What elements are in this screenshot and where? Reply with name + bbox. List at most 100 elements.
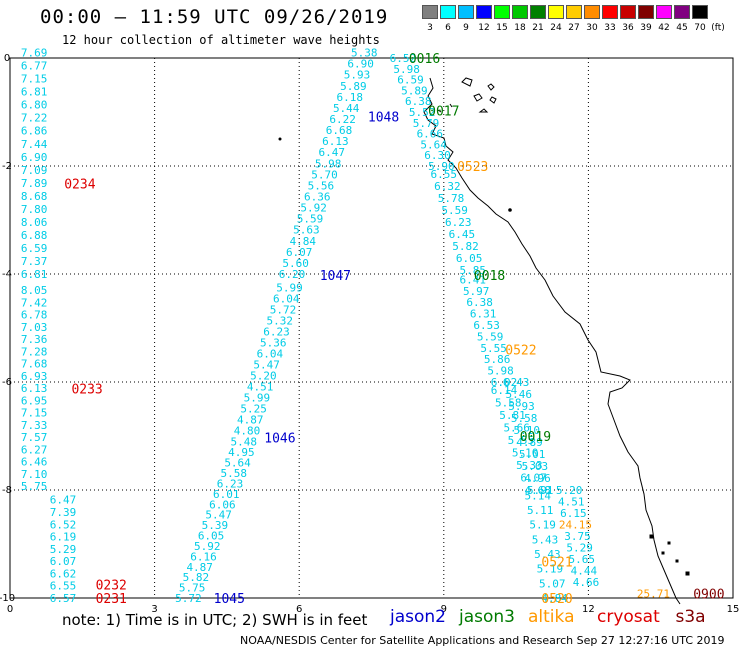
footer: NOAA/NESDIS Center for Satellite Applica…: [240, 634, 725, 647]
color-swatch: [566, 5, 582, 19]
wave-height-value: 6.38: [466, 296, 493, 309]
wave-height-value: 6.55: [431, 168, 458, 181]
grid: [9, 57, 734, 599]
wave-height-value: 5.66: [503, 422, 530, 435]
color-swatch: [674, 5, 690, 19]
color-scale-label: 18: [514, 23, 526, 33]
wave-height-value: 8.06: [21, 216, 48, 229]
wave-height-value: 6.52: [50, 518, 77, 531]
wave-height-value: 25.71: [637, 588, 670, 601]
wave-height-value: 5.98: [315, 157, 342, 170]
wave-height-value: 6.07: [50, 555, 77, 568]
wave-height-value: 5.59: [297, 213, 324, 226]
wave-height-value: 6.22: [329, 113, 356, 126]
wave-height-value: 6.41: [459, 273, 486, 286]
wave-height-value: 7.57: [21, 431, 48, 444]
island-chain: [649, 534, 690, 576]
wave-height-value: 7.37: [21, 255, 48, 268]
wave-height-value: 5.98: [487, 365, 514, 378]
wave-height-value: 6.04: [273, 292, 300, 305]
wave-height-value: 5.38: [351, 47, 378, 60]
pass-time-label: 0521: [541, 555, 572, 570]
wave-height-value: 6.36: [304, 191, 331, 204]
wave-height-value: 5.64: [224, 457, 251, 470]
wave-height-value: 6.59: [21, 242, 48, 255]
wave-height-value: 6.02: [491, 376, 518, 389]
wave-height-value: 4.87: [237, 413, 264, 426]
color-swatch: [620, 5, 636, 19]
color-swatch: [476, 5, 492, 19]
color-scale-label: 36: [622, 23, 634, 33]
wave-height-value: 7.42: [21, 296, 48, 309]
pass-time-label: 1046: [264, 432, 295, 447]
wave-height-value: 5.43: [534, 548, 561, 561]
wave-height-value: 6.18: [337, 91, 364, 104]
wave-height-value: 6.06: [209, 498, 236, 511]
wave-height-value: 6.81: [21, 268, 48, 281]
wave-height-value: 6.59: [397, 74, 424, 87]
wave-height-value: 6.43: [503, 376, 530, 389]
wave-height-value: 6.95: [21, 394, 48, 407]
pass-time-label: 0018: [474, 269, 505, 284]
coastline: [423, 77, 681, 605]
wave-height-value: 4.95: [228, 446, 255, 459]
wave-height-value: 5.14: [525, 489, 552, 502]
color-swatch: [692, 5, 708, 19]
wave-height-value: 6.05: [456, 252, 483, 265]
wave-height-value: 6.23: [217, 477, 244, 490]
wave-height-value: 5.81: [499, 409, 526, 422]
wave-height-value: 4.66: [573, 576, 600, 589]
wave-height-value: 4.96: [524, 472, 551, 485]
x-tick-label: 0: [7, 604, 13, 615]
y-tick-label: -10: [0, 593, 15, 604]
wave-height-value: 3.75: [564, 530, 591, 543]
wave-height-value: 5.03: [522, 460, 549, 473]
color-scale-label: (ft): [711, 23, 725, 33]
wave-height-value: 5.10: [512, 447, 539, 460]
wave-height-value: 5.33: [516, 459, 543, 472]
wave-height-value: 6.90: [347, 58, 374, 71]
wave-height-value: 4.68: [525, 484, 552, 497]
wave-height-value: 7.80: [21, 203, 48, 216]
color-scale-label: 21: [532, 23, 544, 33]
wave-height-value: 5.92: [194, 540, 221, 553]
wave-height-value: 4.51: [247, 380, 274, 393]
wave-height-value: 5.91: [527, 484, 554, 497]
wave-height-value: 5.32: [266, 314, 293, 327]
wave-height-value: 6.04: [257, 347, 284, 360]
wave-height-value: 7.69: [21, 47, 48, 60]
wave-height-value: 4.44: [571, 564, 598, 577]
wave-height-value: 5.85: [459, 264, 486, 277]
wave-height-value: 6.23: [445, 216, 472, 229]
wave-height-value: 5.59: [477, 330, 504, 343]
wave-height-value: 4.51: [558, 495, 585, 508]
color-scale-label: 15: [496, 23, 508, 33]
wave-height-value: 5.92: [300, 202, 327, 215]
wave-height-value: 5.20: [250, 369, 277, 382]
x-tick-label: 15: [727, 604, 740, 615]
wave-height-value: 5.82: [183, 571, 210, 584]
wave-height-value: 5.75: [21, 480, 48, 493]
color-scale-label: 30: [586, 23, 598, 33]
wave-height-value: 8.68: [21, 190, 48, 203]
y-tick-label: -8: [2, 485, 12, 496]
wave-height-value: 5.07: [539, 577, 566, 590]
wave-height-value: 6.19: [50, 531, 77, 544]
wave-height-value: 5.60: [282, 257, 309, 270]
wave-height-value: 5.43: [532, 533, 559, 546]
x-tick-label: 6: [296, 604, 302, 615]
wave-height-value: 5.20: [556, 484, 583, 497]
wave-height-value: 5.98: [393, 63, 420, 76]
wave-height-value: 6.80: [21, 99, 48, 112]
wave-height-value: 5.01: [519, 448, 546, 461]
color-scale-label: 33: [604, 23, 616, 33]
wave-height-value: 4.84: [541, 592, 568, 605]
wave-height-value: 5.58: [495, 397, 522, 410]
wave-height-value: 6.13: [322, 135, 349, 148]
pass-time-label: 0233: [71, 382, 102, 397]
wave-height-value: 5.58: [511, 412, 538, 425]
wave-height-value: 5.99: [244, 391, 271, 404]
